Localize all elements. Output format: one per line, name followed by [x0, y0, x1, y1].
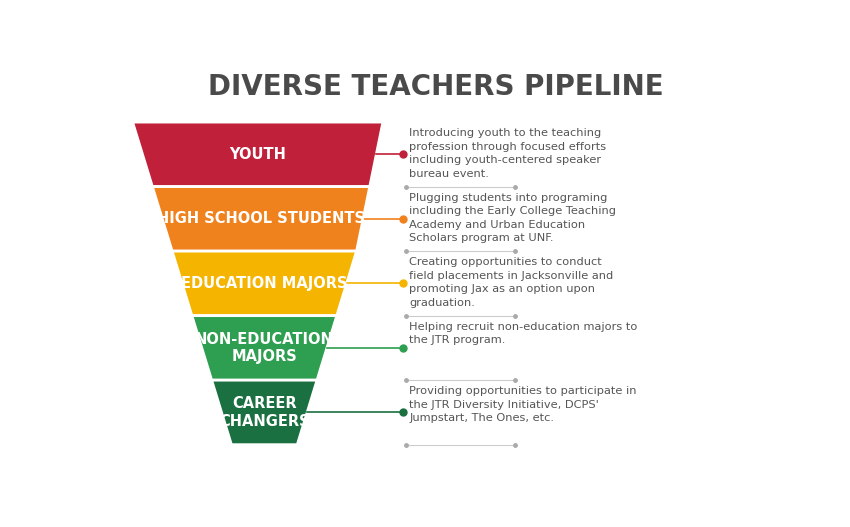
Text: Providing opportunities to participate in
the JTR Diversity Initiative, DCPS'
Ju: Providing opportunities to participate i…: [410, 386, 637, 424]
Text: EDUCATION MAJORS: EDUCATION MAJORS: [181, 276, 348, 291]
Polygon shape: [192, 316, 337, 380]
Text: Plugging students into programing
including the Early College Teaching
Academy a: Plugging students into programing includ…: [410, 193, 616, 243]
Polygon shape: [133, 122, 382, 187]
Text: NON-EDUCATION
MAJORS: NON-EDUCATION MAJORS: [195, 331, 334, 364]
Text: DIVERSE TEACHERS PIPELINE: DIVERSE TEACHERS PIPELINE: [207, 73, 664, 101]
Text: HIGH SCHOOL STUDENTS: HIGH SCHOOL STUDENTS: [157, 211, 365, 227]
Polygon shape: [152, 187, 370, 251]
Text: CAREER
CHANGERS: CAREER CHANGERS: [219, 396, 309, 428]
Text: YOUTH: YOUTH: [230, 147, 286, 162]
Text: Introducing youth to the teaching
profession through focused efforts
including y: Introducing youth to the teaching profes…: [410, 128, 606, 179]
Polygon shape: [212, 380, 317, 445]
Text: Creating opportunities to conduct
field placements in Jacksonville and
promoting: Creating opportunities to conduct field …: [410, 257, 614, 308]
Polygon shape: [172, 251, 357, 316]
Text: Helping recruit non-education majors to
the JTR program.: Helping recruit non-education majors to …: [410, 321, 638, 345]
